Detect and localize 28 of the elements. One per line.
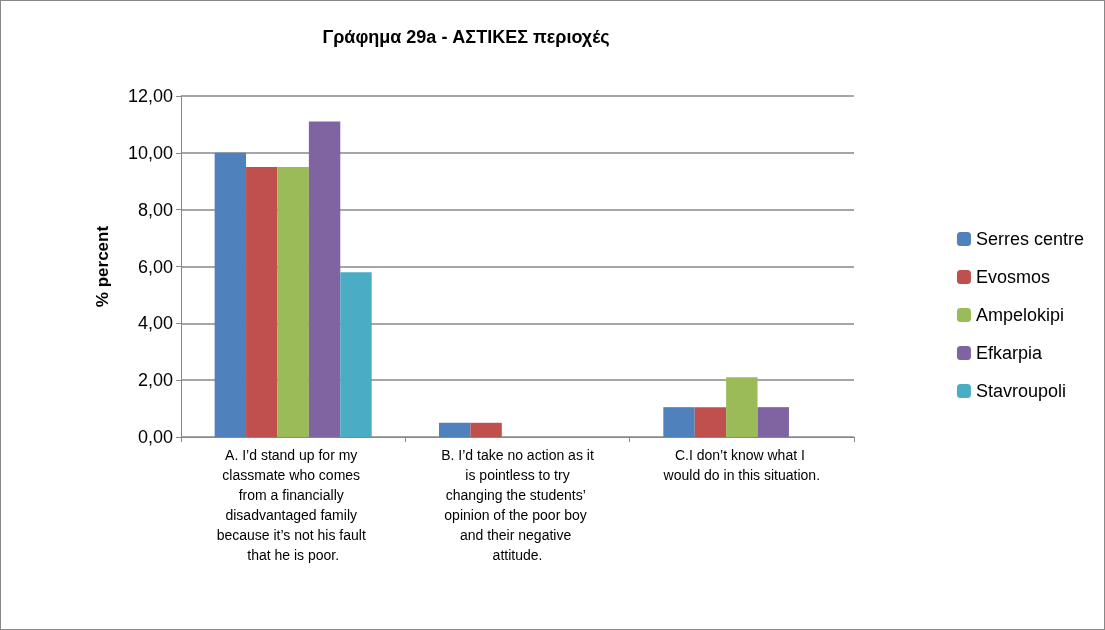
bar bbox=[214, 152, 247, 437]
legend-label: Evosmos bbox=[975, 267, 1050, 287]
legend-label: Stavroupoli bbox=[975, 381, 1067, 401]
legend-label: Ampelokipi bbox=[975, 305, 1064, 325]
y-axis-title: % percent bbox=[93, 225, 112, 308]
legend-label: Serres centre bbox=[975, 229, 1084, 249]
bar bbox=[663, 407, 695, 437]
legend-label: Efkarpia bbox=[975, 343, 1043, 363]
x-tick-label: A. I’d stand up for my classmate who comes from a financially disadvantaged family because it’s not his fault that he is poor. bbox=[216, 447, 370, 563]
y-tick-label: 12,00 bbox=[127, 86, 173, 106]
x-tick-label: C.I don’t know what I would do in this situation. bbox=[662, 447, 821, 483]
y-tick-label: 6,00 bbox=[137, 256, 173, 277]
bar bbox=[340, 272, 372, 437]
chart-title: Γράφημα 29a - ΑΣΤΙΚΕΣ περιοχές bbox=[322, 27, 610, 47]
y-tick-label: 4,00 bbox=[137, 313, 173, 334]
y-tick-label: 0,00 bbox=[137, 427, 173, 447]
bar bbox=[757, 407, 789, 437]
bar bbox=[438, 422, 471, 437]
bar bbox=[246, 167, 278, 437]
bar bbox=[726, 377, 758, 437]
y-tick-label: 8,00 bbox=[137, 199, 173, 220]
y-tick-label: 10,00 bbox=[127, 142, 173, 163]
bar bbox=[470, 422, 502, 437]
bar bbox=[277, 167, 309, 437]
x-tick-label: B. I’d take no action as it is pointless to try changing the students’ opinion of the poor boy and their negative attitude. bbox=[441, 447, 594, 563]
bar bbox=[694, 407, 727, 437]
bar bbox=[308, 121, 341, 437]
y-tick-label: 2,00 bbox=[137, 370, 173, 391]
